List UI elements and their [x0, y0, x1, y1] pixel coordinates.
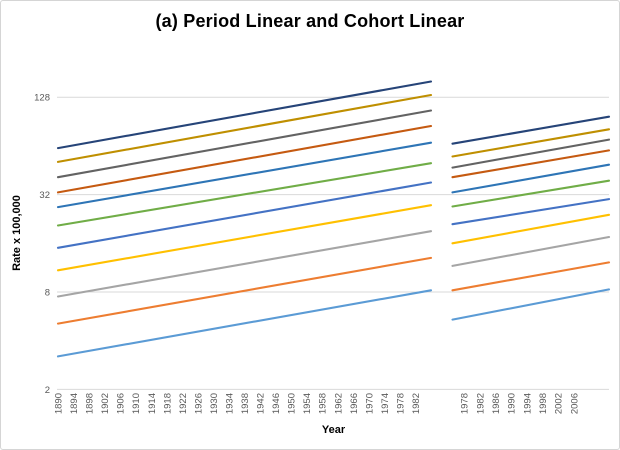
- x-tick-label: 1970: [364, 393, 375, 414]
- series-cohort-line-3: [451, 138, 611, 169]
- y-tick-label: 128: [34, 93, 50, 104]
- x-tick-label: 1930: [209, 393, 220, 414]
- series-period-line-3: [56, 109, 433, 179]
- series-cohort-line-8: [451, 213, 611, 245]
- x-tick-label: 1898: [85, 393, 96, 414]
- series-cohort-line-5: [451, 163, 611, 194]
- x-tick-label: 1958: [318, 393, 329, 414]
- series-period-line-11: [56, 289, 433, 358]
- series-cohort-line-6: [451, 179, 611, 208]
- x-tick-label: 1902: [100, 393, 111, 414]
- x-tick-label: 1990: [507, 393, 518, 414]
- series-period-line-10: [56, 256, 433, 325]
- x-tick-label: 1978: [395, 393, 406, 414]
- series-cohort-line-2: [451, 128, 611, 158]
- x-tick-label: 1942: [256, 393, 267, 414]
- series-period-line-5: [56, 141, 433, 209]
- series-period-line-9: [56, 230, 433, 298]
- series-cohort-line-9: [451, 235, 611, 267]
- x-tick-label: 1918: [162, 393, 173, 414]
- x-tick-label: 1982: [411, 393, 422, 414]
- series-period-line-8: [56, 204, 433, 272]
- x-tick-label: 1938: [240, 393, 251, 414]
- x-tick-label: 1946: [271, 393, 282, 414]
- x-tick-label: 1922: [178, 393, 189, 414]
- series-cohort-line-11: [451, 288, 611, 321]
- series-cohort-line-10: [451, 261, 611, 292]
- x-tick-label: 1966: [349, 393, 360, 414]
- x-tick-label: 1914: [147, 393, 158, 414]
- x-tick-label: 1974: [380, 393, 391, 414]
- y-tick-label: 32: [39, 190, 50, 201]
- x-tick-label: 1890: [54, 393, 65, 414]
- series-cohort-line-4: [451, 149, 611, 179]
- x-tick-label: 1962: [333, 393, 344, 414]
- x-tick-label: 1934: [225, 393, 236, 414]
- x-tick-label: 1998: [538, 393, 549, 414]
- x-tick-label: 1978: [460, 393, 471, 414]
- series-period-line-2: [56, 93, 433, 163]
- x-tick-label: 1910: [131, 393, 142, 414]
- x-tick-label: 1894: [69, 393, 80, 414]
- x-tick-label: 2002: [554, 393, 565, 414]
- y-tick-label: 2: [45, 385, 50, 396]
- chart-title: (a) Period Linear and Cohort Linear: [155, 11, 465, 31]
- x-tick-label: 1994: [522, 393, 533, 414]
- x-axis-title: Year: [321, 424, 346, 436]
- series-period-line-1: [56, 80, 433, 150]
- y-tick-label: 8: [45, 288, 50, 299]
- x-tick-label: 2006: [569, 393, 580, 414]
- x-tick-label: 1982: [475, 393, 486, 414]
- series-cohort-line-7: [451, 198, 611, 226]
- x-tick-label: 1926: [193, 393, 204, 414]
- x-tick-label: 1954: [302, 393, 313, 414]
- series-period-line-6: [56, 162, 433, 227]
- x-tick-label: 1950: [287, 393, 298, 414]
- x-tick-label: 1906: [116, 393, 127, 414]
- series-cohort-line-1: [451, 115, 611, 145]
- x-tick-label: 1986: [491, 393, 502, 414]
- series-period-line-4: [56, 124, 433, 194]
- series-period-line-7: [56, 181, 433, 249]
